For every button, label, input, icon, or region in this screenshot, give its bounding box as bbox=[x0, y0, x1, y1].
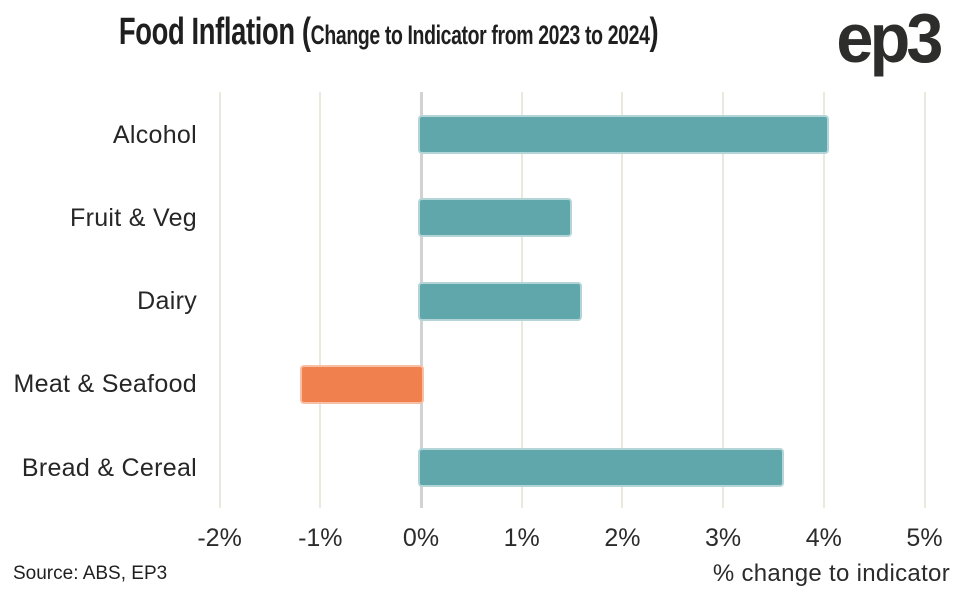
gridline bbox=[923, 92, 926, 508]
title-subtitle: Change to Indicator from 2023 to 2024 bbox=[310, 20, 650, 50]
title-main: Food Inflation ( bbox=[118, 11, 311, 53]
x-tick-label: 2% bbox=[604, 524, 641, 552]
title-close-paren: ) bbox=[649, 11, 659, 53]
gridline bbox=[822, 92, 825, 508]
category-label: Fruit & Veg bbox=[70, 203, 197, 232]
source-text: Source: ABS, EP3 bbox=[13, 563, 168, 584]
category-label: Bread & Cereal bbox=[21, 453, 197, 482]
gridline bbox=[722, 92, 725, 508]
category-label: Dairy bbox=[137, 287, 197, 316]
bar-alcohol bbox=[418, 115, 829, 154]
x-tick-label: 5% bbox=[906, 524, 943, 552]
category-label: Meat & Seafood bbox=[13, 370, 197, 399]
x-tick-label: -1% bbox=[298, 524, 343, 552]
bar-fruit-veg bbox=[418, 198, 573, 238]
page-title: Food Inflation (Change to Indicator from… bbox=[118, 8, 659, 59]
x-tick-label: -2% bbox=[197, 524, 242, 552]
x-axis-title: % change to indicator bbox=[712, 560, 950, 587]
x-tick-label: 1% bbox=[503, 524, 540, 552]
x-tick-label: 0% bbox=[402, 524, 440, 552]
bar-meat-seafood bbox=[300, 364, 424, 404]
gridline bbox=[319, 92, 322, 508]
gridline bbox=[218, 92, 221, 508]
gridline bbox=[621, 92, 624, 508]
x-tick-label: 3% bbox=[705, 524, 742, 552]
ep3-logo: ep3 bbox=[836, 0, 944, 77]
x-tick-label: 4% bbox=[805, 524, 842, 552]
category-label: Alcohol bbox=[112, 120, 197, 149]
bar-dairy bbox=[418, 281, 583, 321]
bar-bread-cereal bbox=[418, 448, 784, 488]
